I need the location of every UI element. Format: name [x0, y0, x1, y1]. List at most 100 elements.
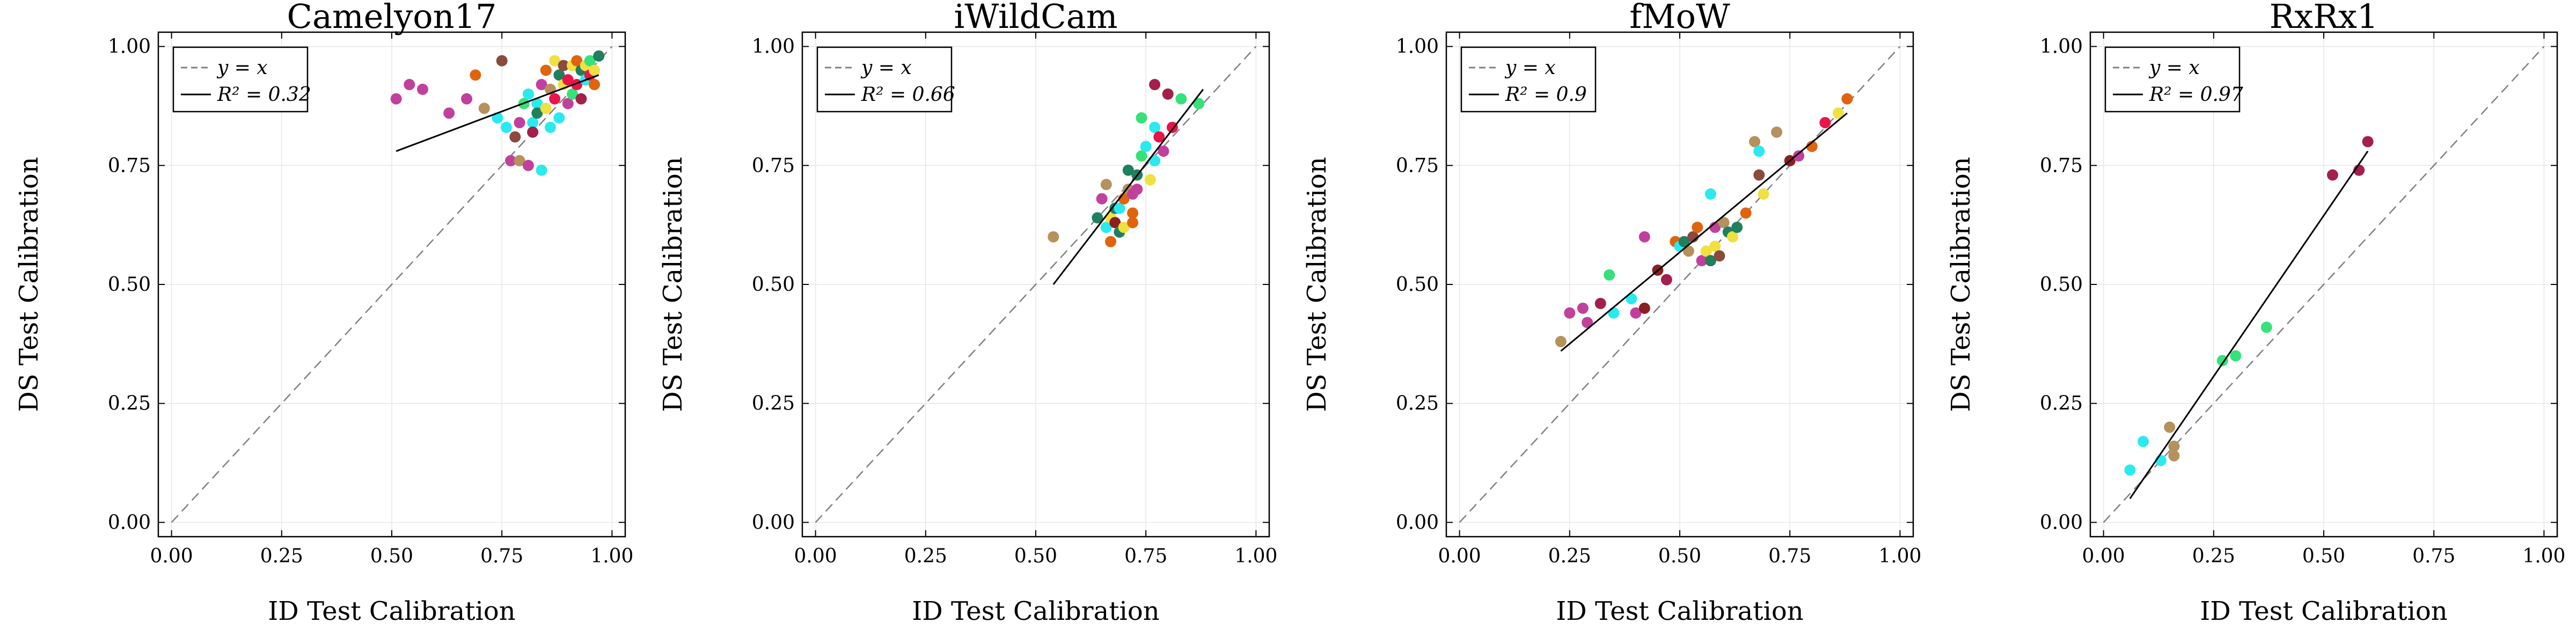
data-point [522, 88, 534, 100]
x-tick-label: 0.50 [1658, 545, 1701, 567]
data-point [1118, 222, 1130, 233]
data-point [1149, 121, 1161, 133]
chart-panel-3: 0.00 0.25 0.50 0.75 1.00 0.00 0.25 0.50 0.75 1.00… [1302, 0, 1921, 626]
data-point [531, 107, 543, 119]
data-point [527, 116, 539, 128]
x-tick-label: 0.25 [2192, 545, 2235, 567]
y-tick-label: 0.50 [108, 274, 151, 296]
data-point [509, 131, 521, 143]
legend-box [1460, 46, 1597, 113]
data-point [575, 93, 587, 105]
data-point [1841, 93, 1853, 105]
data-point [527, 126, 539, 138]
y-axis-label: DS Test Calibration [14, 157, 44, 412]
legend-label: R² = 0.32 [217, 84, 311, 106]
chart-panel-4: 0.00 0.25 0.50 0.75 1.00 0.00 0.25 0.50 0.75 1.00… [1946, 0, 2565, 626]
data-point [2168, 450, 2180, 462]
data-point [540, 103, 552, 114]
data-point [1577, 302, 1589, 314]
data-point [1582, 317, 1593, 328]
data-point [492, 112, 503, 124]
data-point [1758, 188, 1769, 200]
chart-title: iWildCam [954, 0, 1117, 36]
data-point [1638, 302, 1650, 314]
x-tick-label: 0.00 [150, 545, 193, 567]
legend-box [172, 46, 309, 113]
data-point [1131, 184, 1143, 195]
regression-fit-line [1052, 89, 1204, 285]
x-tick-label: 0.25 [1548, 545, 1591, 567]
x-tick-label: 0.75 [1768, 545, 1811, 567]
data-point [2362, 136, 2374, 148]
data-point [514, 116, 525, 128]
legend-box [2104, 46, 2241, 113]
data-point [549, 93, 561, 105]
data-point [536, 79, 547, 91]
y-axis-label: DS Test Calibration [658, 157, 688, 412]
legend-box [816, 46, 953, 113]
data-point [390, 93, 402, 105]
data-point [1832, 107, 1844, 119]
data-point [1793, 150, 1805, 162]
x-tick-label: 0.00 [794, 545, 837, 567]
data-point [1175, 93, 1187, 105]
legend-label: R² = 0.66 [861, 84, 955, 106]
y-tick-label: 0.00 [108, 511, 151, 533]
data-point [1771, 126, 1783, 138]
data-point [443, 107, 455, 119]
regression-fit-line [2129, 150, 2369, 499]
data-point [1700, 245, 1712, 257]
y-tick-label: 0.50 [1396, 274, 1439, 296]
data-point [1594, 297, 1606, 309]
y-axis-label: DS Test Calibration [1946, 157, 1976, 412]
data-point [1092, 212, 1103, 224]
data-point [1638, 231, 1650, 243]
y-tick-label: 1.00 [1396, 36, 1439, 58]
y-tick-label: 0.75 [752, 155, 795, 177]
data-point [567, 88, 579, 100]
data-point [531, 98, 543, 109]
data-point [593, 50, 605, 62]
chart-title: RxRx1 [2270, 0, 2379, 36]
data-point [1140, 141, 1152, 152]
y-tick-label: 0.75 [1396, 155, 1439, 177]
x-tick-label: 0.75 [1124, 545, 1167, 567]
data-point [553, 112, 565, 124]
legend: y = x R² = 0.97 [2104, 46, 2243, 113]
data-point [558, 60, 569, 71]
x-axis-label: ID Test Calibration [2200, 596, 2447, 626]
x-tick-label: 1.00 [590, 545, 633, 567]
data-point [2124, 464, 2136, 476]
y-tick-label: 0.00 [752, 511, 795, 533]
legend-label: y = x [216, 57, 268, 79]
data-point [2260, 321, 2272, 333]
reference-line-y-equals-x [815, 46, 1257, 523]
data-point [1806, 141, 1818, 152]
y-tick-label: 0.25 [1396, 393, 1439, 415]
data-point [1740, 207, 1752, 219]
data-point [514, 155, 525, 166]
data-point [522, 159, 534, 171]
chart-panel-1: 0.00 0.25 0.50 0.75 1.00 0.00 0.25 0.50 0.75 1.00… [14, 0, 633, 626]
x-axis-label: ID Test Calibration [1556, 596, 1803, 626]
regression-fit-line [396, 74, 599, 152]
data-point [1555, 335, 1567, 347]
data-point [1136, 150, 1147, 162]
legend-label: R² = 0.9 [1505, 84, 1587, 106]
data-point [1630, 307, 1642, 319]
x-tick-label: 0.50 [2302, 545, 2345, 567]
data-point [562, 74, 574, 86]
data-point [1704, 255, 1716, 267]
legend: y = x R² = 0.66 [816, 46, 955, 113]
y-axis-label: DS Test Calibration [1302, 157, 1332, 412]
data-point [1682, 245, 1694, 257]
y-tick-label: 0.75 [2040, 155, 2083, 177]
data-point [2230, 350, 2242, 362]
data-point [1718, 217, 1730, 229]
data-point [1153, 131, 1165, 143]
y-tick-label: 1.00 [752, 36, 795, 58]
data-point [505, 155, 517, 166]
data-point [2168, 441, 2180, 452]
data-point [1696, 255, 1708, 267]
x-tick-label: 0.00 [2082, 545, 2125, 567]
